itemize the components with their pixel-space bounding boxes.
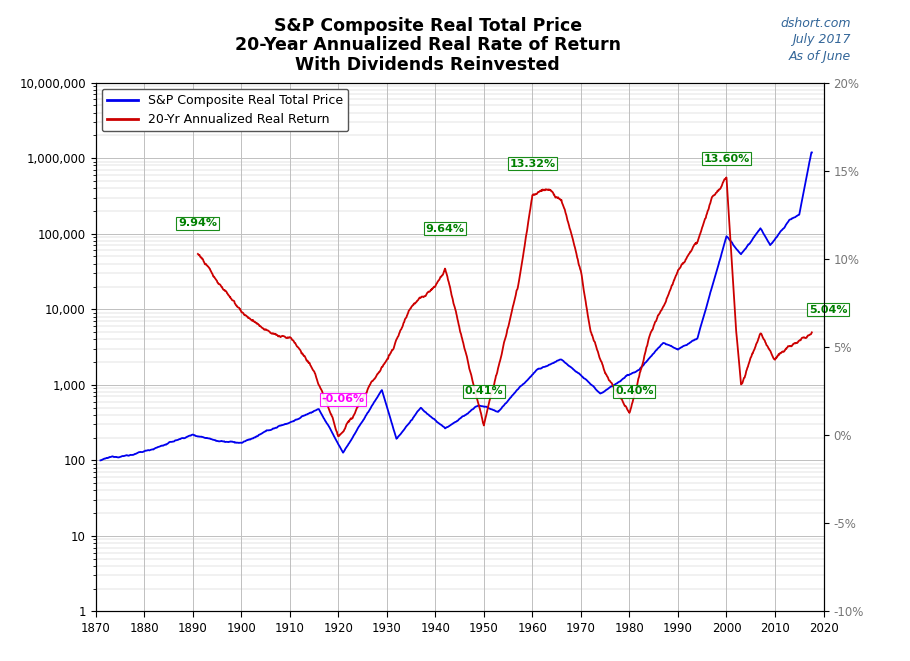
Text: 0.41%: 0.41%: [464, 386, 503, 396]
Text: 20-Year Annualized Real Rate of Return: 20-Year Annualized Real Rate of Return: [235, 36, 621, 54]
Text: 5.04%: 5.04%: [809, 305, 847, 315]
Text: 0.40%: 0.40%: [615, 387, 653, 397]
Text: July 2017: July 2017: [793, 33, 851, 46]
Text: 13.32%: 13.32%: [510, 159, 555, 169]
Text: 13.60%: 13.60%: [703, 154, 750, 164]
Text: As of June: As of June: [789, 50, 851, 63]
Text: -0.06%: -0.06%: [321, 395, 365, 405]
Legend: S&P Composite Real Total Price, 20-Yr Annualized Real Return: S&P Composite Real Total Price, 20-Yr An…: [102, 89, 349, 131]
Text: 9.94%: 9.94%: [178, 218, 217, 228]
Text: S&P Composite Real Total Price: S&P Composite Real Total Price: [274, 17, 581, 34]
Text: With Dividends Reinvested: With Dividends Reinvested: [296, 56, 560, 74]
Text: 9.64%: 9.64%: [426, 223, 464, 233]
Text: dshort.com: dshort.com: [781, 17, 851, 30]
